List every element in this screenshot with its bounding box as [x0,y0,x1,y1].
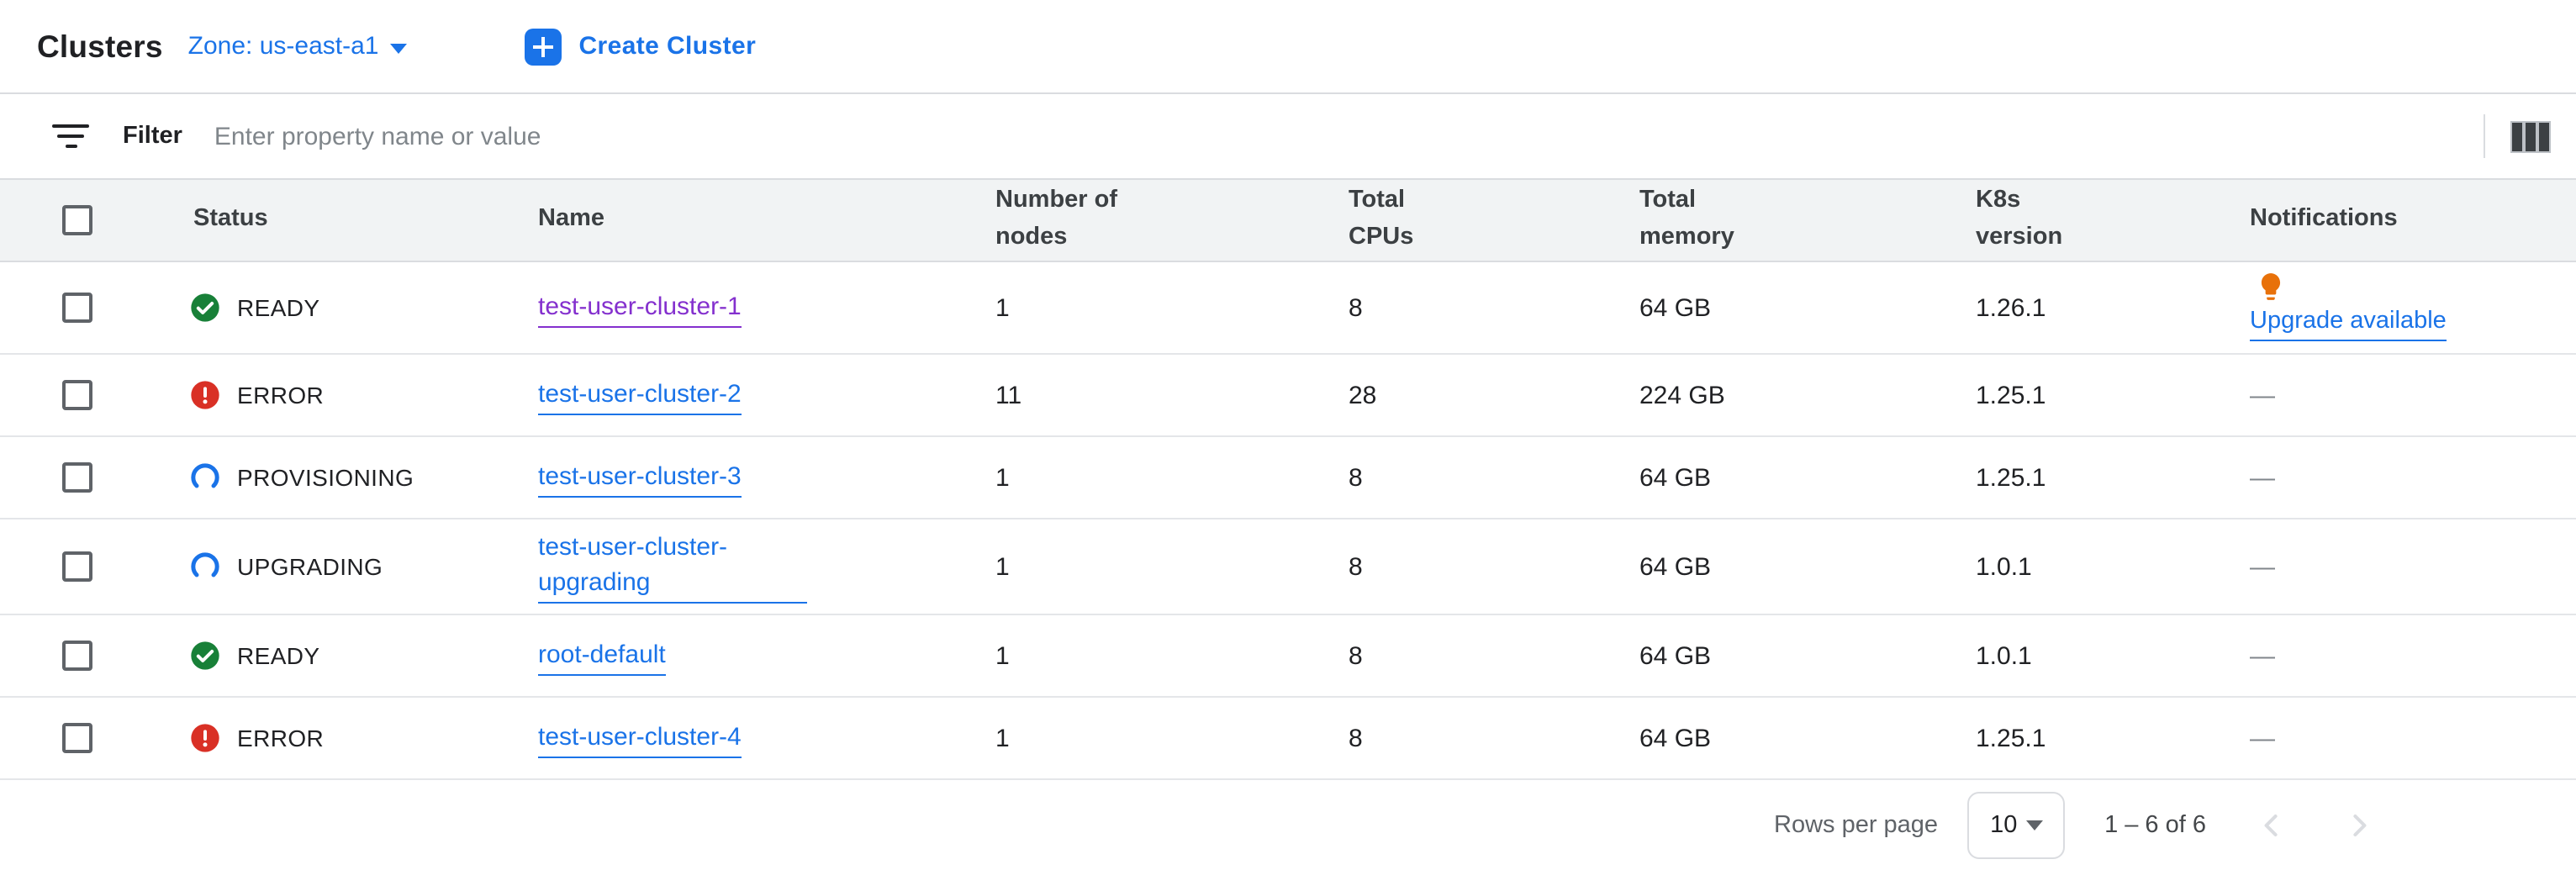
rows-per-page-value: 10 [1990,811,2018,839]
lightbulb-icon [2261,273,2281,300]
table-row: READY test-user-cluster-1 1 8 64 GB 1.26… [0,261,2576,356]
filter-bar: Filter [0,94,2576,180]
table-header-row: Status Name Number of nodes Total CPUs T… [0,180,2576,262]
column-header-notifications: Notifications [2250,180,2576,262]
memory-value: 64 GB [1639,436,1976,520]
divider [2484,114,2485,158]
no-notification-dash: — [2250,381,2275,410]
k8s-version-value: 1.26.1 [1976,261,2250,356]
row-checkbox[interactable] [62,462,92,493]
rows-per-page-select[interactable]: 10 [1966,791,2065,859]
zone-selector[interactable]: Zone: us-east-a1 [188,32,408,61]
column-header-status: Status [188,180,538,262]
row-checkbox[interactable] [62,723,92,754]
no-notification-dash: — [2250,641,2275,671]
column-display-options-button[interactable] [2512,122,2549,150]
cluster-name-link[interactable]: root-default [538,637,666,676]
rows-per-page-label: Rows per page [1774,811,1939,839]
table-row: UPGRADING test-user-cluster-upgrading 1 … [0,519,2576,616]
column-header-k8s-version: K8s version [1976,180,2250,262]
nodes-value: 1 [995,261,1349,356]
table-row: ERROR test-user-cluster-4 1 8 64 GB 1.25… [0,697,2576,781]
row-checkbox[interactable] [62,293,92,324]
column-header-cpus: Total CPUs [1349,180,1639,262]
cpus-value: 8 [1349,436,1639,520]
cluster-name-link[interactable]: test-user-cluster-3 [538,459,742,498]
table-row: PROVISIONING test-user-cluster-3 1 8 64 … [0,436,2576,520]
status-label: ERROR [237,725,325,752]
status-label: PROVISIONING [237,464,414,492]
memory-value: 64 GB [1639,614,1976,699]
no-notification-dash: — [2250,552,2275,582]
select-all-checkbox[interactable] [62,205,92,235]
status-label: UPGRADING [237,553,383,581]
previous-page-button[interactable] [2253,807,2290,844]
chevron-left-icon [2264,814,2278,836]
table-row: ERROR test-user-cluster-2 11 28 224 GB 1… [0,354,2576,438]
filter-label: Filter [123,123,182,150]
cluster-name-link[interactable]: test-user-cluster-upgrading [538,530,807,604]
status-error-icon [191,724,219,753]
status-in-progress-icon [191,463,219,493]
status-label: READY [237,294,320,322]
no-notification-dash: — [2250,463,2275,493]
nodes-value: 11 [995,354,1349,438]
cpus-value: 28 [1349,354,1639,438]
row-checkbox[interactable] [62,551,92,583]
cluster-name-link[interactable]: test-user-cluster-2 [538,377,742,415]
row-checkbox[interactable] [62,641,92,672]
next-page-button[interactable] [2341,807,2378,844]
k8s-version-value: 1.0.1 [1976,519,2250,616]
create-cluster-label: Create Cluster [578,32,757,61]
status-ready-icon [191,293,219,322]
memory-value: 64 GB [1639,697,1976,781]
nodes-value: 1 [995,614,1349,699]
filter-input[interactable] [210,120,2484,152]
k8s-version-value: 1.25.1 [1976,354,2250,438]
k8s-version-value: 1.25.1 [1976,697,2250,781]
chevron-right-icon [2353,814,2367,836]
cpus-value: 8 [1349,614,1639,699]
page-header: Clusters Zone: us-east-a1 Create Cluster [0,0,2576,94]
cpus-value: 8 [1349,519,1639,616]
row-checkbox[interactable] [62,380,92,411]
caret-down-icon [2025,820,2043,831]
cluster-name-link[interactable]: test-user-cluster-1 [538,288,742,328]
status-error-icon [191,381,219,410]
k8s-version-value: 1.0.1 [1976,614,2250,699]
nodes-value: 1 [995,436,1349,520]
memory-value: 64 GB [1639,519,1976,616]
memory-value: 64 GB [1639,261,1976,356]
status-label: ERROR [237,382,325,409]
chevron-down-icon [390,43,408,53]
create-cluster-button[interactable]: Create Cluster [525,28,756,65]
table-row: READY root-default 1 8 64 GB 1.0.1 — [0,614,2576,699]
page-title: Clusters [37,28,163,63]
zone-selector-label: Zone: us-east-a1 [187,32,379,61]
column-header-memory: Total memory [1639,180,1976,262]
upgrade-available-link[interactable]: Upgrade available [2250,304,2447,342]
nodes-value: 1 [995,519,1349,616]
clusters-table: Status Name Number of nodes Total CPUs T… [0,180,2576,781]
memory-value: 224 GB [1639,354,1976,438]
plus-icon [525,28,562,65]
column-header-nodes: Number of nodes [995,180,1349,262]
k8s-version-value: 1.25.1 [1976,436,2250,520]
view-column-icon [2512,122,2549,150]
cluster-name-link[interactable]: test-user-cluster-4 [538,720,742,758]
nodes-value: 1 [995,697,1349,781]
cpus-value: 8 [1349,261,1639,356]
status-label: READY [237,642,320,670]
status-ready-icon [191,641,219,671]
column-header-name: Name [538,180,995,262]
pagination-bar: Rows per page 10 1 – 6 of 6 [0,781,2576,870]
cpus-value: 8 [1349,697,1639,781]
no-notification-dash: — [2250,724,2275,753]
pagination-range: 1 – 6 of 6 [2104,811,2206,839]
filter-icon [50,124,91,149]
status-in-progress-icon [191,552,219,582]
